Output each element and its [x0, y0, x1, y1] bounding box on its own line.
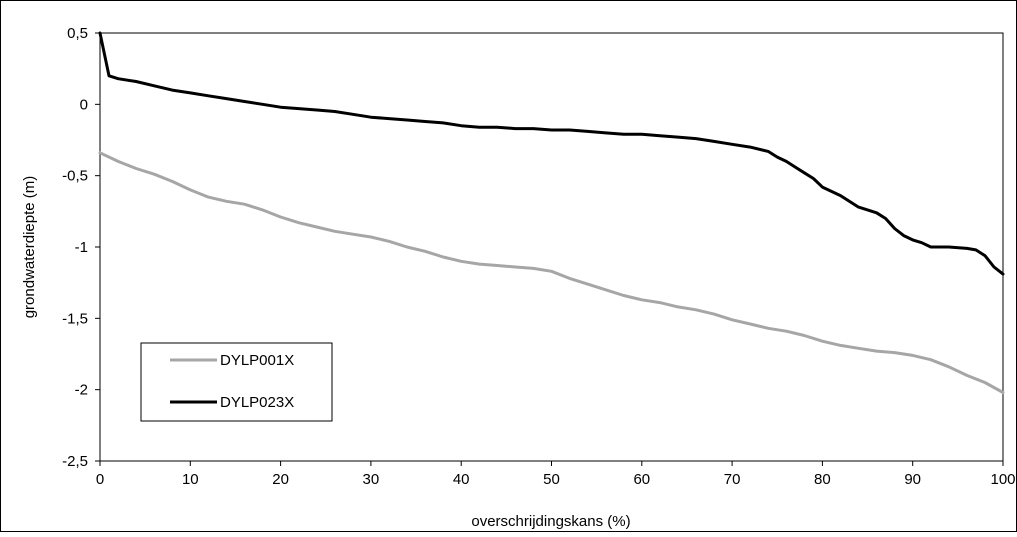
legend-label-dylp001x: DYLP001X: [220, 352, 294, 369]
series-layer: [98, 31, 1005, 394]
y-tick-label: -0,5: [62, 168, 88, 185]
y-axis: 0,5 0 -0,5 -1 -1,5 -2 -2,5: [62, 25, 100, 470]
x-axis: 0 10 20 30 40 50 60 70 80 90 100: [96, 461, 1016, 488]
x-tick-label: 70: [724, 471, 741, 488]
x-axis-title: overschrijdingskans (%): [471, 513, 630, 530]
series-line-dylp001x: [98, 151, 1005, 394]
x-tick-label: 80: [814, 471, 831, 488]
x-tick-label: 10: [182, 471, 199, 488]
x-tick-label: 50: [543, 471, 560, 488]
series-line-dylp023x: [98, 31, 1005, 276]
legend-label-dylp023x: DYLP023X: [220, 394, 294, 411]
y-tick-label: 0,5: [67, 25, 88, 42]
x-tick-label: 30: [363, 471, 380, 488]
y-tick-label: -1,5: [62, 310, 88, 327]
x-tick-label: 100: [990, 471, 1015, 488]
legend-box: [140, 342, 333, 422]
legend: DYLP001X DYLP023X: [140, 342, 333, 422]
y-tick-label: -2,5: [62, 453, 88, 470]
x-tick-label: 90: [904, 471, 921, 488]
x-tick-label: 40: [453, 471, 470, 488]
y-tick-label: -2: [75, 382, 88, 399]
y-axis-title: grondwaterdiepte (m): [21, 176, 38, 319]
x-tick-label: 20: [272, 471, 289, 488]
x-tick-label: 0: [96, 471, 104, 488]
y-tick-label: 0: [80, 96, 88, 113]
y-tick-label: -1: [75, 239, 88, 256]
x-tick-label: 60: [633, 471, 650, 488]
